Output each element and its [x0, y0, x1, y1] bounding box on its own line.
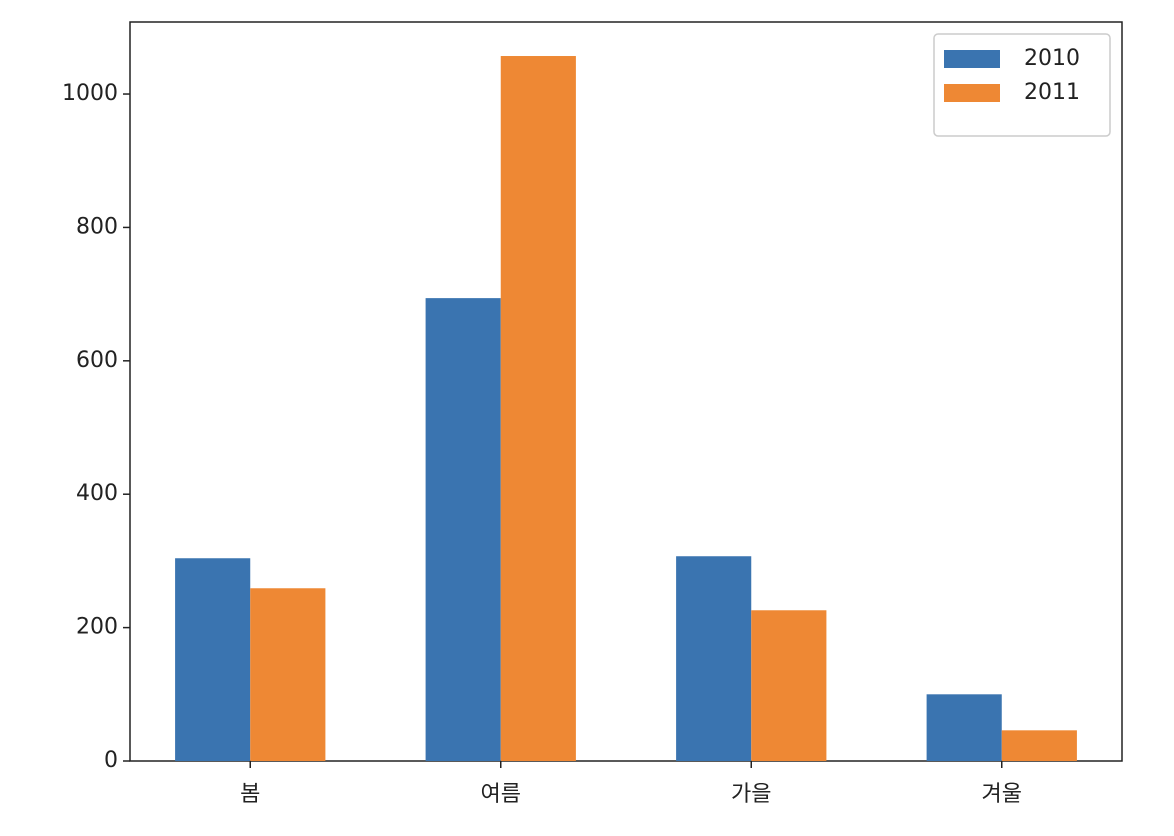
x-tick-label: 여름 — [481, 782, 521, 807]
y-tick-label: 1000 — [62, 81, 118, 106]
y-tick-label: 0 — [104, 748, 118, 773]
bar — [926, 694, 1002, 761]
bar — [676, 556, 752, 761]
legend-swatch — [944, 84, 1000, 102]
y-tick-label: 800 — [76, 214, 118, 239]
bar — [500, 56, 576, 762]
legend-swatch — [944, 50, 1000, 68]
y-tick-label: 400 — [76, 481, 118, 506]
bar — [751, 610, 827, 761]
x-tick-label: 겨울 — [982, 782, 1022, 807]
y-tick-label: 200 — [76, 615, 118, 640]
x-tick-label: 봄 — [240, 782, 260, 807]
bar — [1001, 730, 1077, 761]
bar — [425, 298, 501, 761]
legend-label: 2010 — [1024, 46, 1080, 71]
y-tick-label: 600 — [76, 348, 118, 373]
bar — [175, 558, 251, 761]
legend-label: 2011 — [1024, 80, 1080, 105]
x-tick-label: 가을 — [731, 782, 771, 807]
bar — [250, 588, 326, 761]
